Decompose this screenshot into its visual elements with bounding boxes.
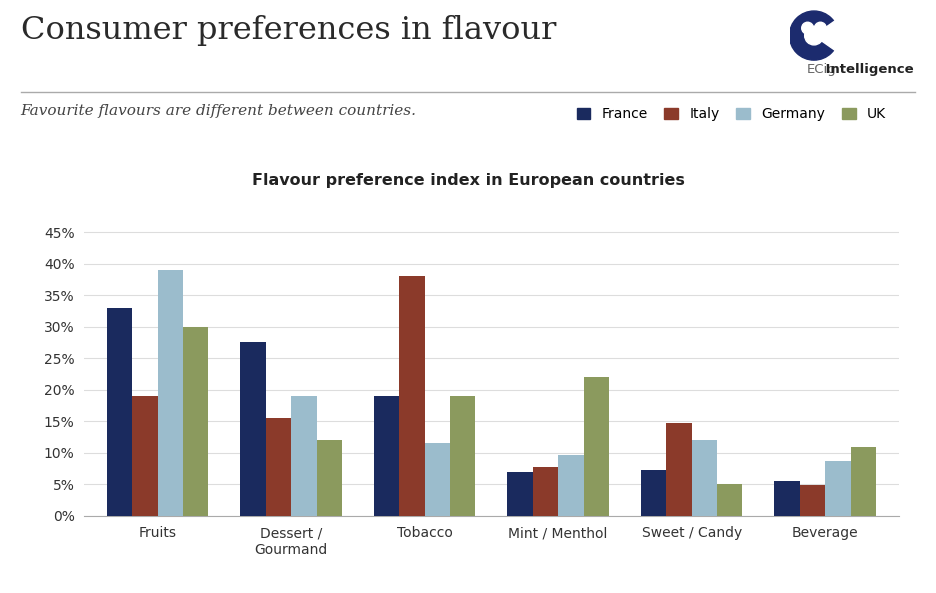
Bar (183, 327, 209, 516)
Bar (132, 396, 157, 516)
Bar (533, 467, 558, 516)
Text: Consumer preferences in flavour: Consumer preferences in flavour (21, 15, 556, 46)
Circle shape (814, 22, 826, 34)
Bar (450, 396, 475, 516)
Bar (641, 470, 666, 516)
Circle shape (802, 22, 813, 34)
Bar (583, 377, 609, 516)
Bar (692, 440, 717, 516)
Bar (400, 276, 425, 516)
Bar (241, 342, 266, 516)
Bar (316, 440, 342, 516)
Bar (373, 396, 400, 516)
Bar (291, 396, 316, 516)
Text: Intelligence: Intelligence (807, 63, 914, 76)
Bar (826, 461, 851, 516)
Text: Favourite flavours are different between countries.: Favourite flavours are different between… (21, 104, 417, 118)
Bar (717, 484, 742, 516)
Bar (558, 455, 583, 516)
Text: ECig: ECig (807, 63, 837, 76)
Wedge shape (814, 20, 841, 51)
Text: Flavour preference index in European countries: Flavour preference index in European cou… (252, 173, 684, 189)
Circle shape (789, 11, 839, 60)
Bar (666, 423, 692, 516)
Bar (266, 418, 291, 516)
Bar (507, 472, 533, 516)
Bar (774, 480, 799, 516)
Legend: France, Italy, Germany, UK: France, Italy, Germany, UK (571, 102, 892, 127)
Bar (157, 270, 183, 516)
Bar (799, 485, 826, 516)
Bar (107, 308, 132, 516)
Circle shape (805, 26, 824, 45)
Bar (851, 447, 876, 516)
Bar (425, 444, 450, 516)
